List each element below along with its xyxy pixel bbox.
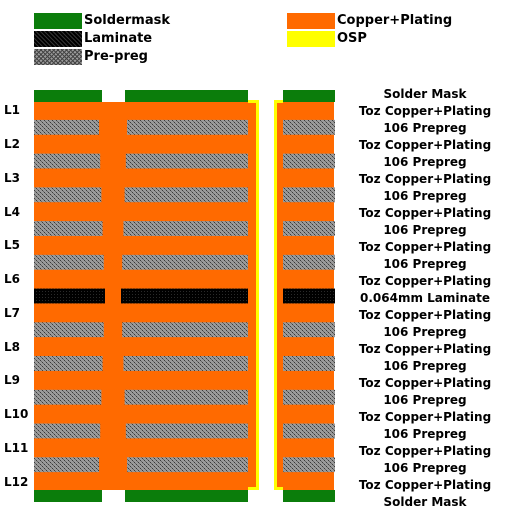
prepreg-layer — [34, 153, 101, 169]
stack-label: Toz Copper+Plating — [358, 444, 492, 458]
stack-label: Toz Copper+Plating — [358, 206, 492, 220]
soldermask-top — [125, 90, 248, 102]
laminate-layer — [34, 288, 105, 304]
prepreg-layer — [283, 322, 335, 338]
copper-swatch — [287, 13, 335, 29]
stack-label: Toz Copper+Plating — [358, 138, 492, 152]
prepreg-layer — [283, 254, 335, 270]
layer-label-l3: L3 — [4, 170, 20, 185]
soldermask-bottom — [125, 490, 248, 502]
layer-label-l12: L12 — [4, 474, 29, 489]
legend-label: Soldermask — [84, 13, 170, 28]
stack-label: 106 Prepreg — [383, 155, 467, 169]
layer-label-l4: L4 — [4, 204, 20, 219]
osp-swatch — [287, 31, 335, 47]
prepreg-layer — [34, 389, 102, 405]
soldermask-bottom — [283, 490, 335, 502]
prepreg-layer — [34, 119, 99, 135]
prepreg-layer — [124, 389, 248, 405]
osp-finish — [256, 102, 259, 490]
legend-label: Pre-preg — [84, 49, 148, 64]
osp-finish — [274, 102, 277, 490]
stack-label: 106 Prepreg — [383, 223, 467, 237]
prepreg-layer — [127, 457, 248, 473]
stack-label: 106 Prepreg — [383, 359, 467, 373]
layer-label-l10: L10 — [4, 407, 29, 422]
prepreg-layer — [34, 457, 99, 473]
legend-label: Laminate — [84, 31, 153, 46]
prepreg-layer — [283, 423, 335, 439]
stack-label: Toz Copper+Plating — [358, 104, 492, 118]
stack-label: 106 Prepreg — [383, 427, 467, 441]
osp-finish — [248, 100, 259, 103]
osp-finish — [274, 487, 283, 490]
via-opening — [102, 490, 125, 502]
osp-finish — [274, 100, 283, 103]
prepreg-layer — [283, 187, 335, 203]
stack-label: Toz Copper+Plating — [358, 478, 492, 492]
prepreg-layer — [122, 254, 248, 270]
layer-label-l8: L8 — [4, 339, 20, 354]
laminate-layer — [121, 288, 248, 304]
slot-gap — [259, 102, 274, 490]
legend-label: OSP — [337, 31, 367, 46]
prepreg-layer — [124, 187, 248, 203]
prepreg-layer — [34, 187, 102, 203]
prepreg-layer — [123, 221, 248, 236]
stack-label: 106 Prepreg — [383, 257, 467, 271]
stack-label: Toz Copper+Plating — [358, 376, 492, 390]
prepreg-layer — [283, 457, 335, 473]
prepreg-layer — [283, 221, 335, 236]
prepreg-layer — [34, 423, 101, 439]
prepreg-layer — [122, 322, 248, 338]
stack-label: Solder Mask — [383, 495, 467, 509]
stack-label: 106 Prepreg — [383, 393, 467, 407]
prepreg-layer — [123, 356, 248, 371]
stack-label: 106 Prepreg — [383, 189, 467, 203]
stack-label: 106 Prepreg — [383, 121, 467, 135]
prepreg-layer — [283, 389, 335, 405]
soldermask-bottom — [34, 490, 102, 502]
prepreg-layer — [283, 119, 335, 135]
stack-label: Toz Copper+Plating — [358, 410, 492, 424]
layer-label-l2: L2 — [4, 137, 20, 152]
prepreg-layer — [125, 423, 248, 439]
stack-label: Toz Copper+Plating — [358, 342, 492, 356]
via-opening — [102, 90, 125, 102]
soldermask-swatch — [34, 13, 82, 29]
stack-label: Toz Copper+Plating — [358, 308, 492, 322]
prepreg-swatch — [34, 49, 82, 65]
stack-label: 0.064mm Laminate — [359, 291, 491, 305]
prepreg-layer — [283, 356, 335, 371]
stack-label: 106 Prepreg — [383, 461, 467, 475]
prepreg-layer — [283, 153, 335, 169]
layer-label-l11: L11 — [4, 440, 29, 455]
soldermask-top — [34, 90, 102, 102]
soldermask-top — [283, 90, 335, 102]
layer-label-l1: L1 — [4, 103, 20, 118]
stack-label: Toz Copper+Plating — [358, 172, 492, 186]
laminate-layer — [283, 288, 335, 304]
prepreg-layer — [34, 322, 104, 338]
layer-label-l5: L5 — [4, 238, 20, 253]
stack-label: 106 Prepreg — [383, 325, 467, 339]
layer-label-l6: L6 — [4, 272, 20, 287]
prepreg-layer — [34, 254, 104, 270]
stack-label: Toz Copper+Plating — [358, 240, 492, 254]
laminate-swatch — [34, 31, 82, 47]
prepreg-layer — [125, 153, 248, 169]
legend-label: Copper+Plating — [337, 13, 453, 28]
stack-label: Toz Copper+Plating — [358, 274, 492, 288]
osp-finish — [248, 487, 259, 490]
stack-label: Solder Mask — [383, 87, 467, 101]
prepreg-layer — [34, 356, 103, 371]
layer-label-l9: L9 — [4, 373, 20, 388]
prepreg-layer — [34, 221, 103, 236]
layer-label-l7: L7 — [4, 305, 20, 320]
prepreg-layer — [127, 119, 248, 135]
